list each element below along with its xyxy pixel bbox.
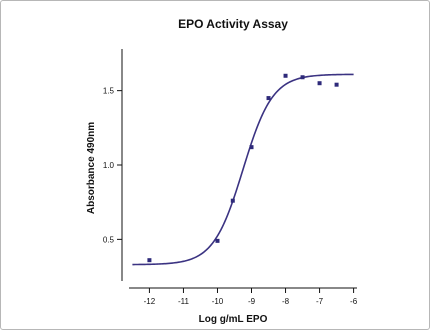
x-tick-label: -12 <box>144 297 156 306</box>
data-point <box>249 145 254 150</box>
x-tick-label: -11 <box>178 297 190 306</box>
y-tick-label: 1.5 <box>103 87 115 96</box>
data-points <box>147 73 339 263</box>
x-tick-label: -6 <box>350 297 358 306</box>
chart-title: EPO Activity Assay <box>178 17 288 31</box>
x-axis-label: Log g/mL EPO <box>199 314 268 325</box>
data-point <box>147 258 152 263</box>
x-tick-label: -10 <box>212 297 224 306</box>
y-tick-label: 0.5 <box>103 235 115 244</box>
data-point <box>317 81 322 86</box>
fit-curve <box>132 73 354 266</box>
data-point <box>215 238 220 243</box>
y-tick-label: 1.0 <box>103 161 115 170</box>
data-point <box>230 198 235 203</box>
data-point <box>300 75 305 80</box>
x-tick-label: -7 <box>316 297 324 306</box>
x-tick-label: -9 <box>248 297 256 306</box>
y-ticks: 0.5 1.0 1.5 <box>103 87 122 244</box>
fit-layer <box>132 73 354 266</box>
x-ticks: -12 -11 -10 -9 -8 -7 -6 <box>144 288 358 306</box>
data-point <box>334 82 339 87</box>
x-tick-label: -8 <box>282 297 290 306</box>
data-point <box>283 73 288 78</box>
y-axis-label: Absorbance 490nm <box>86 122 97 214</box>
data-point <box>266 96 271 101</box>
